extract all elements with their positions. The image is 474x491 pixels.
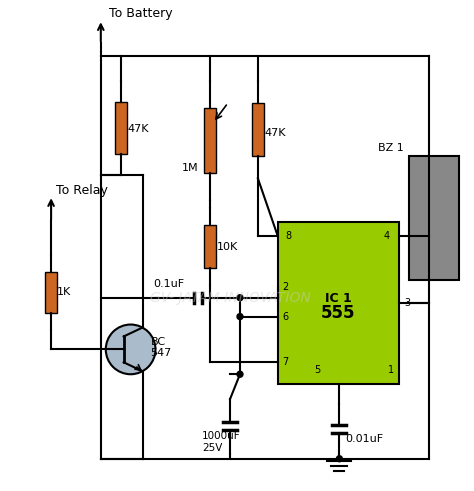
Text: IC 1: IC 1 xyxy=(325,292,352,305)
Text: 6: 6 xyxy=(283,312,289,322)
Text: 0.1uF: 0.1uF xyxy=(154,279,184,289)
Bar xyxy=(115,102,127,154)
Text: 1K: 1K xyxy=(57,287,71,297)
Text: To Relay: To Relay xyxy=(56,184,108,197)
Text: 47K: 47K xyxy=(265,128,286,137)
Text: 555: 555 xyxy=(321,304,356,322)
Text: 5: 5 xyxy=(314,365,320,375)
Text: BZ 1: BZ 1 xyxy=(378,142,404,153)
Bar xyxy=(204,108,216,173)
Text: 8: 8 xyxy=(286,231,292,241)
Circle shape xyxy=(237,295,243,300)
Text: 0.01uF: 0.01uF xyxy=(346,434,383,444)
Text: 10K: 10K xyxy=(217,242,238,252)
Circle shape xyxy=(106,325,155,374)
Text: 1: 1 xyxy=(388,365,394,375)
Text: 2: 2 xyxy=(283,282,289,292)
Text: To Battery: To Battery xyxy=(109,7,173,20)
Text: 3: 3 xyxy=(404,298,410,308)
Bar xyxy=(45,272,57,313)
Circle shape xyxy=(237,371,243,377)
Bar xyxy=(278,222,399,384)
Circle shape xyxy=(337,456,342,462)
Text: GV- JATAM INNOVATION: GV- JATAM INNOVATION xyxy=(150,291,310,305)
Text: BC
547: BC 547 xyxy=(151,337,172,358)
Bar xyxy=(409,156,459,280)
Bar xyxy=(252,103,264,157)
Text: 7: 7 xyxy=(283,357,289,367)
Text: 1M: 1M xyxy=(182,164,199,173)
Text: 4: 4 xyxy=(384,231,390,241)
Circle shape xyxy=(237,314,243,320)
Text: 47K: 47K xyxy=(128,124,149,134)
Bar xyxy=(204,225,216,268)
Text: 1000uF
25V: 1000uF 25V xyxy=(202,431,241,453)
